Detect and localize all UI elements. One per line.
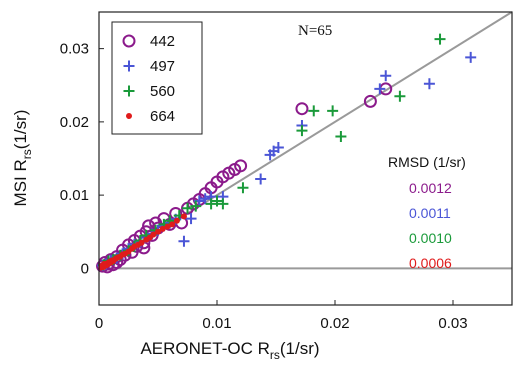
y-tick-label: 0.03 <box>60 41 89 58</box>
series-664 <box>98 213 187 271</box>
data-point-560 <box>335 131 347 143</box>
legend-label-442: 442 <box>150 33 175 50</box>
n-annotation: N=65 <box>298 23 332 39</box>
data-point-560 <box>327 105 339 117</box>
data-point-497 <box>185 213 197 225</box>
x-axis-label: AERONET-OC Rrs(1/sr) <box>140 339 319 362</box>
data-point-664 <box>173 217 180 224</box>
data-point-497 <box>465 51 477 63</box>
y-axis-label: MSI Rrs(1/sr) <box>11 110 34 207</box>
x-ticks-group: 0 0.01 0.02 0.03 <box>95 300 468 332</box>
data-point-560 <box>211 195 223 207</box>
x-tick-label: 0.02 <box>320 315 349 332</box>
data-point-664 <box>150 231 157 238</box>
data-point-560 <box>308 105 320 117</box>
data-point-442 <box>234 159 248 173</box>
rmsd-value-442: 0.0012 <box>409 180 452 196</box>
y-tick-label: 0 <box>81 260 89 277</box>
data-point-560 <box>182 202 193 214</box>
data-point-664 <box>138 239 145 246</box>
y-tick-label: 0.02 <box>60 114 89 131</box>
data-point-497 <box>423 78 435 90</box>
data-points <box>96 33 477 274</box>
data-point-560 <box>434 33 446 45</box>
x-tick-label: 0 <box>95 315 103 332</box>
data-point-497 <box>374 83 386 95</box>
data-point-560 <box>296 125 308 137</box>
legend-marker-664 <box>126 113 132 119</box>
data-point-560 <box>205 198 217 210</box>
rmsd-block: RMSD (1/sr) 0.0012 0.0011 0.0010 0.0006 <box>388 154 466 271</box>
legend-marker-442 <box>122 34 136 48</box>
plot-area-frame <box>98 11 513 306</box>
y-tick-label: 0.01 <box>60 187 89 204</box>
legend-box: 442 497 560 664 <box>111 21 203 135</box>
data-point-664 <box>155 228 161 235</box>
data-point-560 <box>190 200 202 212</box>
data-point-442 <box>363 94 377 108</box>
data-point-497 <box>380 70 392 82</box>
legend-marker-497 <box>123 60 135 72</box>
x-tick-label: 0.03 <box>438 315 467 332</box>
legend-label-497: 497 <box>150 58 175 75</box>
rmsd-value-560: 0.0010 <box>409 230 452 246</box>
legend-label-664: 664 <box>150 108 175 125</box>
data-point-664 <box>180 213 187 220</box>
data-point-664 <box>169 221 176 228</box>
data-point-664 <box>159 225 166 232</box>
legend-label-560: 560 <box>150 83 175 100</box>
data-point-664 <box>164 223 171 230</box>
data-point-497 <box>199 193 211 205</box>
data-point-497 <box>255 173 267 185</box>
legend-marker-560 <box>123 85 135 97</box>
rmsd-value-497: 0.0011 <box>409 205 451 221</box>
rmsd-title: RMSD (1/sr) <box>388 154 466 170</box>
y-ticks-group: 0 0.01 0.02 0.03 <box>60 41 104 277</box>
data-point-497 <box>178 235 190 247</box>
data-point-497 <box>272 142 284 154</box>
data-point-560 <box>217 198 229 210</box>
data-point-664 <box>100 260 107 267</box>
data-point-560 <box>394 90 406 102</box>
rmsd-value-664: 0.0006 <box>409 255 452 271</box>
x-tick-label: 0.01 <box>202 315 231 332</box>
data-point-442 <box>295 102 309 116</box>
data-point-560 <box>237 182 249 194</box>
